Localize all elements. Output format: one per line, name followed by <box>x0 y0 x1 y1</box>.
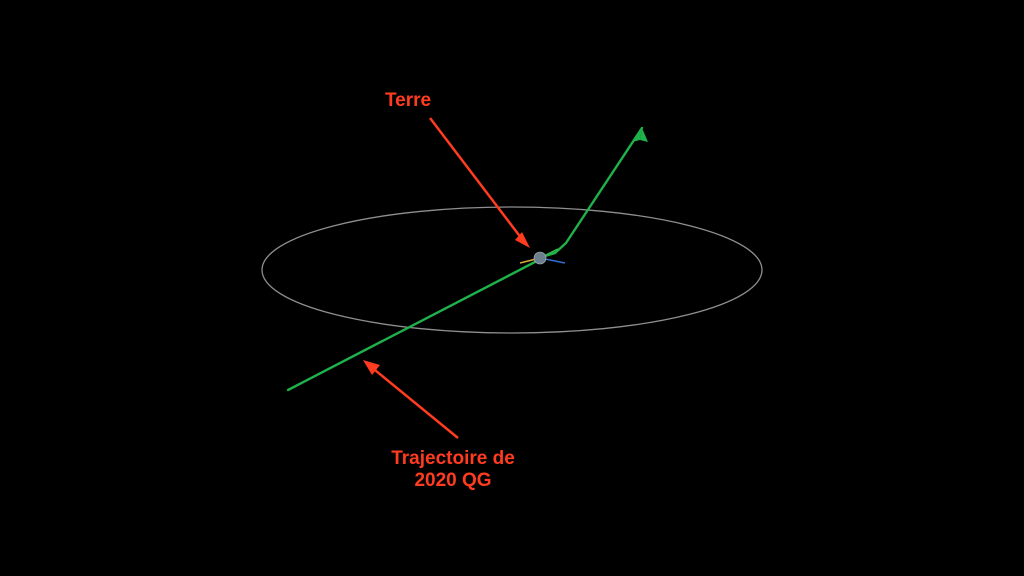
earth-body <box>534 252 546 264</box>
diagram-stage: Terre Trajectoire de 2020 QG <box>0 0 1024 576</box>
asteroid-trajectory <box>288 128 642 390</box>
arrow-terre-line <box>430 118 525 243</box>
label-terre: Terre <box>368 90 448 112</box>
label-trajectoire: Trajectoire de 2020 QG <box>373 448 533 492</box>
arrow-traj-line <box>370 366 458 438</box>
